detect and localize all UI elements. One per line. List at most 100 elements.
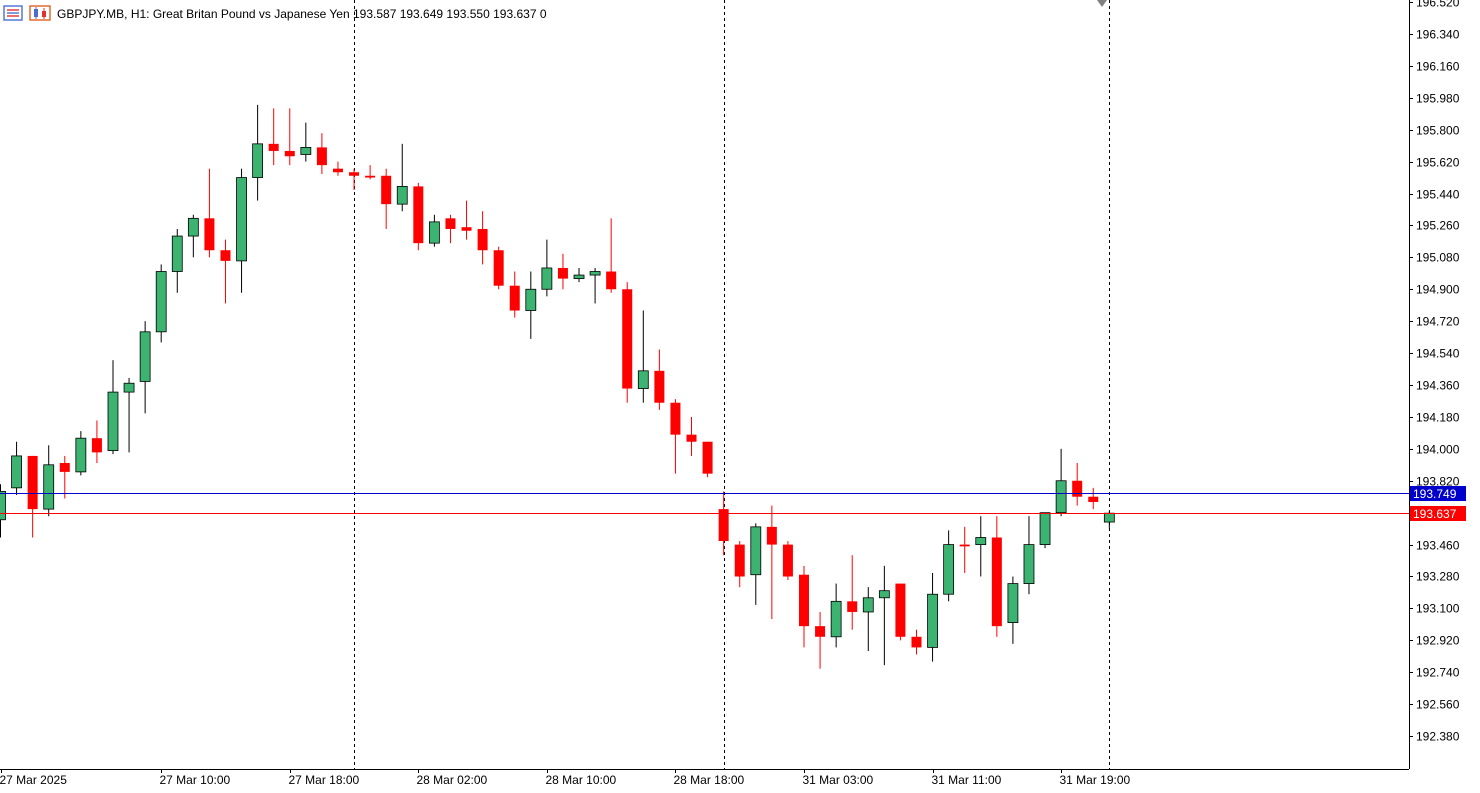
time-tick-label: 31 Mar 11:00 — [932, 773, 1002, 787]
candle — [428, 214, 440, 247]
time-tick-label: 27 Mar 10:00 — [160, 773, 231, 787]
time-tick-label: 28 Mar 10:00 — [546, 773, 617, 787]
time-tick-label: 31 Mar 03:00 — [803, 773, 874, 787]
price-tick-label: 194.720 — [1416, 315, 1460, 329]
chart-candles-icon[interactable] — [29, 5, 51, 21]
candle-body — [622, 289, 633, 389]
candle-body — [911, 636, 922, 648]
bid-price-tag: 193.637 — [1410, 506, 1466, 521]
price-tick-label: 195.800 — [1416, 124, 1460, 138]
time-axis[interactable]: 27 Mar 2025 27 Mar 10:00 27 Mar 18:00 28 Ma… — [0, 769, 1131, 787]
candle-body — [895, 583, 906, 637]
candle — [316, 133, 327, 174]
candle-body — [284, 150, 295, 157]
candle-body — [830, 600, 842, 638]
price-tick-label: 194.360 — [1416, 379, 1460, 393]
candle-body — [1039, 512, 1051, 545]
candle-body — [445, 218, 456, 229]
price-axis[interactable]: 196.520 196.340 196.160 195.980 195.800 195.6… — [1409, 0, 1460, 744]
candle — [445, 214, 456, 244]
header-ohlc: 193.587 193.649 193.550 193.637 — [353, 7, 537, 21]
price-tick-label: 195.980 — [1416, 92, 1460, 106]
shift-marker-icon[interactable] — [1097, 0, 1107, 7]
header-sep-1: , — [124, 7, 131, 21]
candle — [396, 143, 408, 212]
candle-body — [428, 221, 440, 244]
candle-body — [686, 434, 697, 442]
candle — [284, 108, 295, 166]
price-tick-label: 192.920 — [1416, 634, 1460, 648]
candle-body — [606, 271, 617, 290]
candle-body — [477, 228, 488, 251]
candle-body — [815, 626, 826, 637]
candle — [606, 218, 617, 293]
candle-body — [155, 271, 167, 333]
candle-body — [959, 544, 970, 547]
candle-body — [493, 250, 504, 286]
candle — [1072, 463, 1083, 506]
candle — [766, 505, 777, 620]
candle-body — [316, 147, 327, 166]
candle — [461, 200, 472, 240]
candle-body — [509, 285, 520, 311]
candle — [252, 104, 264, 201]
candle-body — [11, 455, 22, 489]
price-tick-label: 195.260 — [1416, 219, 1460, 233]
candle-body — [107, 391, 119, 452]
candle-body — [1023, 544, 1035, 584]
candle-body — [252, 143, 264, 178]
price-tick-label: 195.080 — [1416, 251, 1460, 265]
candle-body — [59, 463, 70, 472]
candle — [830, 583, 842, 648]
candle — [895, 583, 906, 641]
ask-price-tag-text: 193.749 — [1413, 487, 1457, 501]
ask-price-tag: 193.749 — [1410, 486, 1466, 501]
candle — [525, 271, 537, 339]
candle-body — [654, 370, 665, 403]
candle-body — [1088, 496, 1099, 503]
candle-body — [573, 274, 585, 280]
candle-body — [782, 544, 793, 577]
candle — [509, 271, 520, 318]
candle-body — [541, 267, 553, 290]
header-extra: 0 — [540, 7, 547, 21]
candle-body — [702, 441, 713, 474]
chart-header: GBPJPY.MB, H1: Great Britan Pound vs Jap… — [3, 5, 547, 21]
candle — [332, 161, 343, 176]
candles — [0, 104, 1115, 669]
header-description: Great Britan Pound vs Japanese Yen — [153, 7, 350, 21]
svg-text:GBPJPY.MB, H1: Great Britan P: GBPJPY.MB, H1: Great Britan Pound vs Jap… — [57, 7, 547, 21]
candle-body — [91, 438, 102, 453]
candle — [349, 168, 360, 190]
candle-body — [0, 490, 6, 521]
price-tick-label: 195.620 — [1416, 156, 1460, 170]
candle — [204, 168, 215, 258]
candle-body — [975, 537, 987, 545]
price-tick-label: 196.340 — [1416, 28, 1460, 42]
candle-body — [349, 172, 360, 176]
candle-body — [943, 544, 955, 595]
candle-body — [557, 267, 568, 279]
menu-list-icon[interactable] — [3, 5, 23, 21]
candle — [171, 228, 183, 293]
candle-body — [268, 143, 279, 151]
candle — [1023, 516, 1035, 595]
candle — [589, 267, 601, 304]
candle — [686, 416, 697, 456]
candle-body — [718, 509, 729, 542]
candle — [187, 214, 199, 258]
candle-body — [300, 146, 312, 155]
candle-body — [734, 544, 745, 577]
candle-body — [365, 175, 376, 178]
candle — [381, 168, 392, 229]
candle — [557, 253, 568, 290]
price-tick-label: 193.100 — [1416, 602, 1460, 616]
price-tick-label: 194.540 — [1416, 347, 1460, 361]
time-tick-label: 27 Mar 2025 — [0, 773, 67, 787]
time-tick-label: 27 Mar 18:00 — [289, 773, 360, 787]
price-tick-label: 193.280 — [1416, 570, 1460, 584]
candle — [959, 526, 970, 573]
